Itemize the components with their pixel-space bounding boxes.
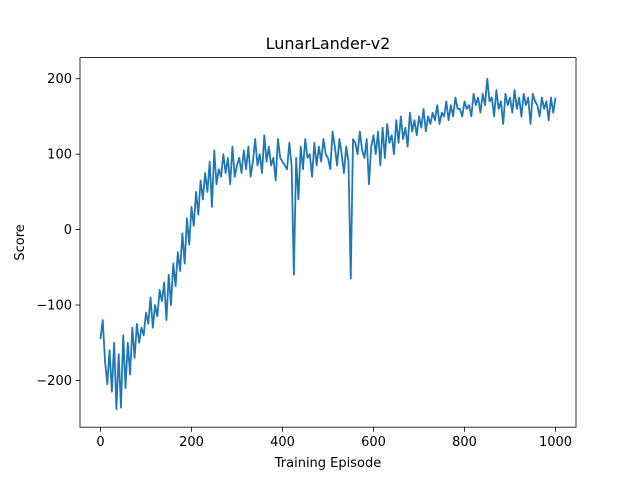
plot-area (80, 57, 576, 428)
x-axis-ticks: 0 200 400 600 800 1000 (96, 427, 572, 450)
y-axis-label: Score (13, 224, 28, 260)
x-axis-label: Training Episode (274, 456, 381, 471)
x-tick-label: 800 (452, 435, 477, 450)
y-tick-label: −200 (36, 374, 72, 389)
x-tick-label: 1000 (539, 435, 572, 450)
series-line-0 (99, 77, 557, 411)
plot-frame (79, 57, 577, 428)
x-tick-label: 400 (270, 435, 295, 450)
y-axis-ticks: −200 −100 0 100 200 (36, 72, 80, 389)
y-tick-label: 200 (47, 72, 72, 87)
x-tick-label: 600 (361, 435, 386, 450)
x-tick-label: 0 (96, 435, 104, 450)
series-layer (99, 77, 557, 411)
x-tick-label: 200 (179, 435, 204, 450)
chart-title: LunarLander-v2 (266, 34, 391, 53)
y-tick-label: −100 (36, 299, 72, 314)
y-tick-label: 100 (47, 148, 72, 163)
y-tick-label: 0 (64, 223, 72, 238)
